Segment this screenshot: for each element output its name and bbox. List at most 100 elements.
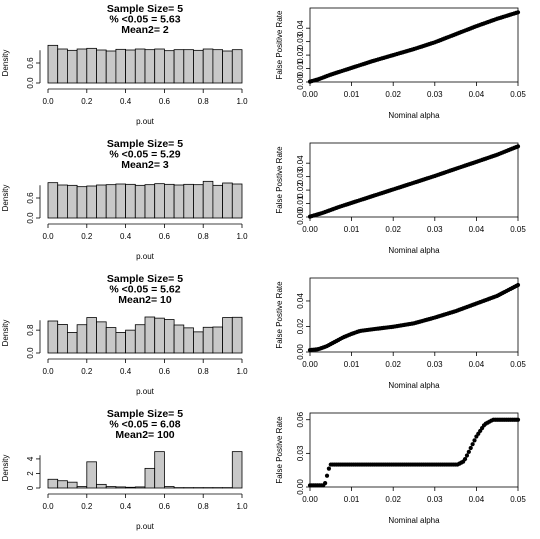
histogram-bar: [76, 48, 88, 84]
y-tick-label: 0.00: [296, 74, 305, 90]
y-tick-label: 0.01: [296, 60, 305, 76]
x-axis-label: Nominal alpha: [388, 246, 440, 255]
y-tick-label: 4: [26, 456, 35, 461]
x-tick-label: 0.03: [427, 360, 443, 369]
x-tick-label: 0.6: [159, 502, 171, 511]
histogram-bar: [202, 326, 214, 354]
plot-frame: [309, 142, 519, 218]
x-tick-label: 0.8: [198, 232, 210, 241]
histogram-bar: [67, 332, 78, 354]
data-point: [466, 449, 471, 454]
histogram-bar: [96, 483, 107, 489]
chart-title-line: % <0.05 = 5.63: [109, 14, 180, 26]
data-point: [323, 481, 328, 486]
histogram-bar: [154, 317, 165, 354]
data-point: [468, 445, 473, 451]
y-tick-label: 0.6: [26, 192, 35, 204]
histogram-bar: [163, 319, 175, 354]
x-tick-label: 0.8: [198, 97, 210, 106]
plot-frame: [309, 412, 519, 488]
histogram-bar: [222, 50, 233, 84]
histogram-bar: [76, 324, 88, 354]
x-tick-label: 0.4: [120, 232, 132, 241]
y-tick-label: 0.06: [296, 411, 305, 427]
x-tick-label: 0.2: [81, 232, 93, 241]
histogram-bar: [47, 44, 59, 84]
data-point: [515, 10, 521, 15]
histogram-bar: [193, 184, 204, 219]
x-tick-label: 0.4: [120, 97, 132, 106]
histogram-bar: [96, 184, 107, 219]
y-tick-label: 0.02: [296, 318, 305, 334]
data-point: [515, 282, 521, 288]
x-tick-label: 0.05: [510, 495, 526, 504]
data-point: [324, 473, 330, 478]
histogram-bar: [202, 180, 214, 219]
histogram-bar: [96, 321, 107, 354]
y-axis-label: False Postive Rate: [275, 146, 284, 214]
histogram-bar: [193, 49, 204, 84]
histogram-bar: [57, 324, 68, 354]
x-tick-label: 0.04: [469, 90, 485, 99]
y-tick-label: 0.00: [296, 479, 305, 495]
x-tick-label: 0.03: [427, 495, 443, 504]
histogram-bar: [163, 50, 175, 84]
histogram-bar: [183, 183, 194, 219]
x-tick-label: 0.6: [159, 367, 171, 376]
histogram-bar: [125, 486, 136, 489]
data-point: [515, 417, 521, 422]
fpr-plot-4: 0.00 0.03 0.06 False Postive Rate 0.00 0.01 0.…: [275, 411, 526, 525]
histogram-bar: [115, 332, 127, 354]
histogram-bar: [212, 49, 223, 84]
histogram-bar: [134, 48, 146, 84]
x-axis-label: p.out: [136, 117, 155, 126]
chart-title-line: Sample Size= 5: [107, 138, 183, 150]
histogram-bar: [47, 320, 59, 354]
histogram-bar: [57, 48, 68, 84]
data-point: [462, 456, 468, 462]
histogram-bar: [231, 451, 243, 489]
histogram-bar: [154, 183, 165, 219]
x-tick-label: 0.05: [510, 360, 526, 369]
histogram-bar: [96, 49, 107, 84]
chart-title-line: Mean2= 2: [121, 24, 169, 36]
y-tick-label: 0.01: [296, 195, 305, 211]
chart-title-line: % <0.05 = 6.08: [109, 419, 180, 431]
histogram-bar: [115, 183, 127, 219]
chart-title-line: Sample Size= 5: [107, 408, 183, 420]
x-tick-label: 0.00: [302, 90, 318, 99]
x-tick-label: 1.0: [236, 97, 248, 106]
plot-frame: [309, 7, 519, 83]
histogram-bar: [163, 183, 175, 219]
y-tick-label: 2: [26, 471, 35, 476]
chart-title-line: Sample Size= 5: [107, 3, 183, 15]
y-tick-label: 0.04: [296, 155, 305, 171]
y-tick-label: 0.04: [296, 293, 305, 309]
x-tick-label: 0.8: [198, 367, 210, 376]
histogram-bar: [105, 184, 117, 219]
y-tick-label: 0.8: [26, 324, 35, 336]
histogram-bar: [86, 185, 97, 219]
x-tick-label: 0.03: [427, 90, 443, 99]
histogram-bar: [115, 48, 127, 84]
x-tick-label: 0.04: [469, 360, 485, 369]
histogram-bar: [193, 331, 204, 354]
histogram-bar: [154, 48, 165, 84]
y-axis-label: False Postive Rate: [275, 416, 284, 484]
x-tick-label: 0.04: [469, 495, 485, 504]
histogram-bar: [212, 326, 223, 354]
histogram-bar: [134, 486, 146, 489]
x-axis-label: p.out: [136, 522, 155, 531]
y-tick-label: 0.03: [296, 33, 305, 49]
x-tick-label: 0.00: [302, 225, 318, 234]
y-axis-label: Density: [1, 320, 10, 347]
chart-title-line: Sample Size= 5: [107, 273, 183, 285]
y-tick-label: 0.03: [296, 168, 305, 184]
histogram-bar: [222, 317, 233, 354]
y-axis-label: False Positive Rate: [275, 10, 284, 79]
x-tick-label: 0.0: [42, 367, 54, 376]
